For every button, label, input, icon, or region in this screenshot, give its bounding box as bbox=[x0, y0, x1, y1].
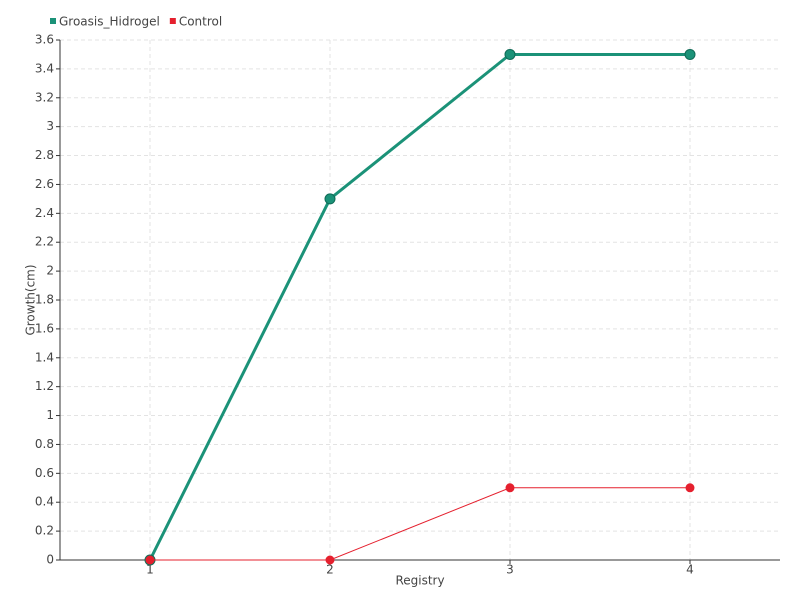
y-tick-label: 1.4 bbox=[35, 350, 54, 364]
series-line bbox=[150, 487, 690, 561]
legend-label: Groasis_Hidrogel bbox=[59, 15, 160, 29]
data-point bbox=[324, 193, 336, 205]
y-tick-label: 2 bbox=[46, 264, 54, 278]
data-point bbox=[685, 483, 695, 493]
data-point bbox=[504, 48, 516, 60]
y-tick-label: 0 bbox=[46, 553, 54, 567]
x-tick-label: 3 bbox=[506, 563, 514, 577]
data-point bbox=[145, 555, 155, 565]
y-tick-label: 0.8 bbox=[35, 437, 54, 451]
y-axis-label: Growth(cm) bbox=[24, 264, 38, 335]
data-point bbox=[684, 48, 696, 60]
y-tick-label: 0.2 bbox=[35, 524, 54, 538]
data-point bbox=[505, 483, 515, 493]
legend-label: Control bbox=[179, 15, 222, 29]
x-axis-label: Registry bbox=[395, 574, 444, 588]
data-point bbox=[325, 555, 335, 565]
legend-swatch bbox=[169, 18, 176, 24]
y-tick-label: 0.4 bbox=[35, 495, 54, 509]
y-tick-label: 3.6 bbox=[35, 33, 54, 47]
y-tick-label: 1.6 bbox=[35, 321, 54, 335]
y-tick-label: 2.6 bbox=[35, 177, 54, 191]
y-tick-label: 1 bbox=[46, 408, 54, 422]
x-tick-label: 2 bbox=[326, 563, 334, 577]
x-tick-label: 4 bbox=[686, 563, 694, 577]
y-tick-label: 0.6 bbox=[35, 466, 54, 480]
series-line bbox=[148, 52, 690, 561]
y-tick-label: 3.4 bbox=[35, 61, 54, 75]
x-tick-label: 1 bbox=[146, 563, 154, 577]
y-tick-label: 1.8 bbox=[35, 293, 54, 307]
y-tick-label: 2.4 bbox=[35, 206, 54, 220]
y-tick-label: 3 bbox=[46, 119, 54, 133]
y-tick-label: 3.2 bbox=[35, 90, 54, 104]
legend-swatch bbox=[50, 18, 56, 24]
y-tick-label: 1.2 bbox=[35, 379, 54, 393]
y-tick-label: 2.8 bbox=[35, 148, 54, 162]
y-tick-label: 2.2 bbox=[35, 235, 54, 249]
